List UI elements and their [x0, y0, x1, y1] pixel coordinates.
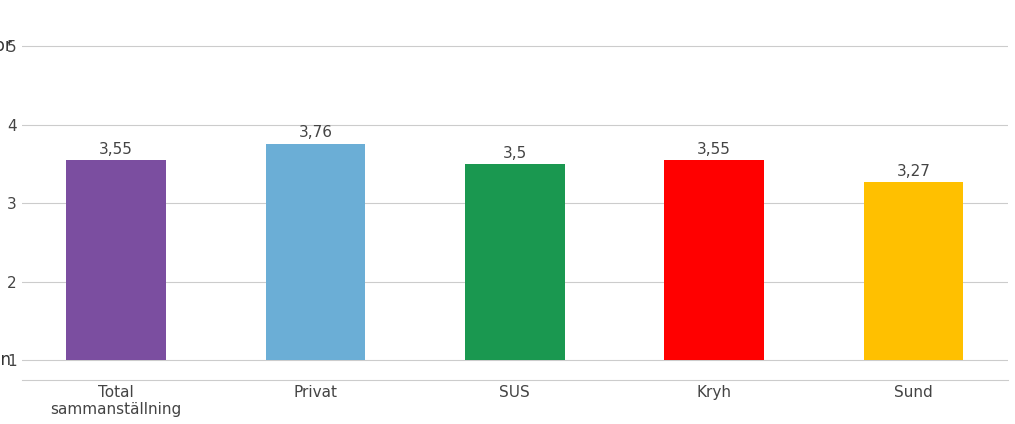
Bar — [66, 160, 166, 360]
Text: 3,76: 3,76 — [298, 126, 333, 140]
Text: 3,27: 3,27 — [896, 164, 931, 179]
Text: Mycket stor: Mycket stor — [0, 37, 11, 55]
Text: 3,5: 3,5 — [502, 146, 527, 161]
Text: 3,55: 3,55 — [99, 142, 133, 157]
Bar — [664, 160, 764, 360]
Text: Mycket liten: Mycket liten — [0, 351, 11, 369]
Bar — [266, 144, 365, 360]
Bar — [864, 182, 963, 360]
Text: 3,55: 3,55 — [697, 142, 731, 157]
Bar — [465, 164, 564, 360]
